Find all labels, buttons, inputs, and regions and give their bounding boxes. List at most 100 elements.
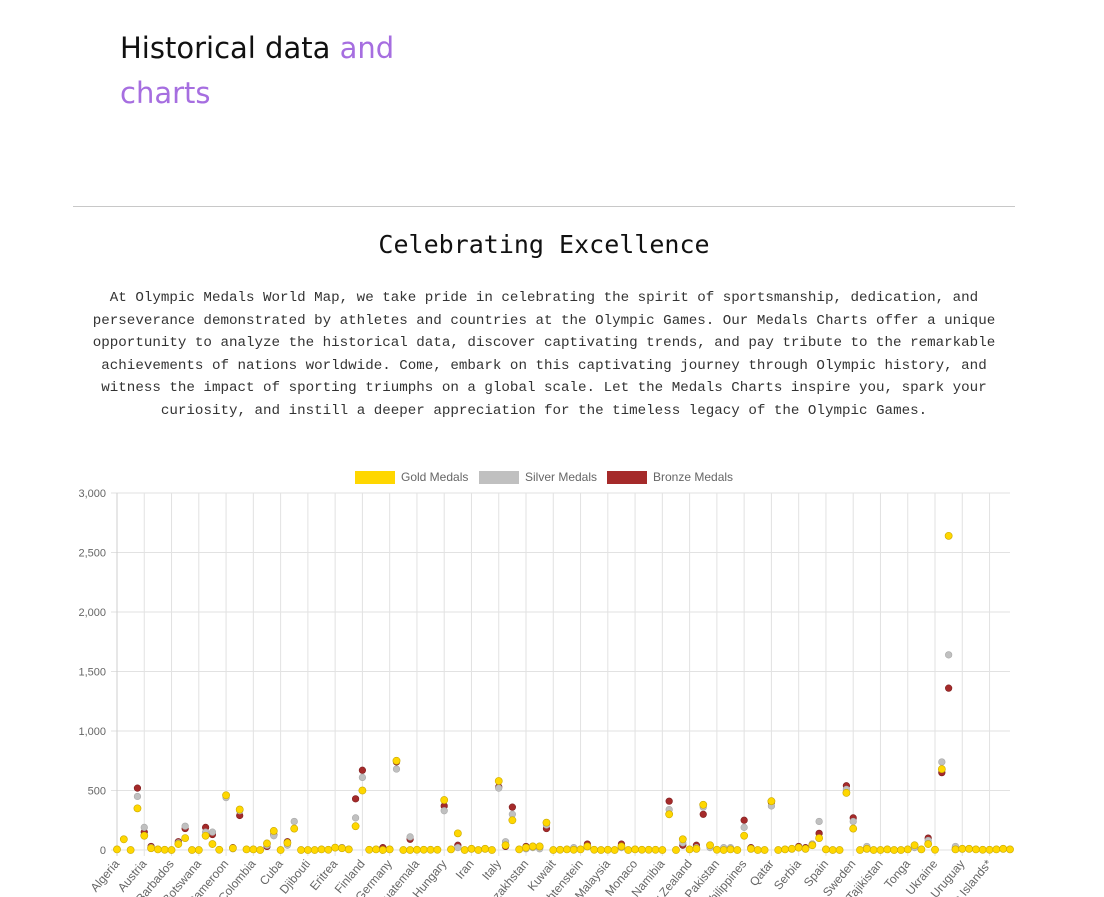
silver-medal-point — [938, 758, 946, 766]
gold-medal-point — [453, 829, 462, 838]
gold-medal-point — [460, 846, 469, 854]
gold-medal-point — [590, 845, 599, 854]
gold-medal-point — [876, 846, 885, 854]
gold-medal-point — [290, 824, 299, 833]
gold-medal-point — [222, 791, 230, 800]
gold-medal-point — [433, 845, 442, 854]
legend-swatch-silver — [479, 471, 519, 484]
gold-medal-point — [235, 805, 244, 814]
gold-medal-point — [303, 846, 312, 854]
gold-medal-point — [849, 824, 858, 833]
legend-swatch-bronze — [607, 471, 647, 484]
bronze-medal-point — [699, 810, 707, 818]
silver-medal-point — [849, 817, 857, 826]
gold-medal-point — [113, 845, 121, 854]
silver-medal-point — [181, 822, 189, 830]
legend-label-bronze: Bronze Medals — [653, 470, 733, 484]
gold-medal-point — [767, 797, 776, 806]
gold-medal-point — [931, 845, 939, 854]
chart-points — [113, 531, 1014, 854]
gold-medal-point — [426, 845, 435, 854]
gold-medal-point — [174, 840, 183, 848]
gold-medal-point — [147, 844, 155, 853]
gold-medal-point — [440, 796, 449, 804]
gold-medal-point — [228, 844, 237, 853]
page-title-accent-and: and — [339, 31, 395, 65]
gold-medal-point — [699, 800, 708, 809]
chart-gridlines — [111, 492, 1010, 856]
gold-medal-point — [324, 845, 333, 854]
gold-medal-point — [508, 816, 517, 825]
gold-medal-point — [822, 845, 830, 854]
gold-medal-point — [385, 845, 394, 854]
gold-medal-point — [910, 841, 919, 850]
silver-medal-point — [440, 807, 448, 815]
silver-medal-point — [208, 828, 217, 836]
gold-medal-point — [201, 831, 210, 840]
y-tick-label: 0 — [100, 845, 106, 857]
gold-medal-point — [726, 845, 735, 854]
gold-medal-point — [351, 822, 360, 831]
gold-medal-point — [610, 846, 619, 854]
gold-medal-point — [617, 842, 626, 851]
gold-medal-point — [760, 846, 769, 854]
gold-medal-point — [542, 818, 551, 827]
gold-medal-point — [358, 786, 367, 795]
gold-medal-point — [140, 831, 149, 840]
gold-medal-point — [801, 844, 810, 853]
gold-medal-point — [733, 846, 742, 854]
gold-medal-point — [481, 844, 490, 853]
gold-medal-point — [583, 842, 592, 851]
gold-medal-point — [338, 844, 346, 853]
legend-label-gold: Gold Medals — [401, 470, 468, 484]
gold-medal-point — [181, 834, 190, 842]
medals-scatter-chart: 05001,0001,5002,0002,5003,000AlgeriaAust… — [78, 470, 1014, 897]
legend-swatch-gold — [355, 471, 395, 484]
gold-medal-point — [842, 788, 851, 797]
gold-medal-point — [747, 844, 755, 853]
gold-medal-point — [978, 845, 987, 854]
gold-medal-point — [331, 843, 340, 852]
silver-medal-point — [454, 844, 462, 852]
gold-medal-point — [576, 845, 585, 854]
gold-medal-point — [740, 831, 749, 840]
gold-medal-point — [392, 756, 401, 765]
section-description: At Olympic Medals World Map, we take pri… — [92, 290, 996, 419]
gold-medal-point — [862, 844, 871, 853]
gold-medal-point — [344, 845, 353, 854]
gold-medal-point — [413, 845, 421, 854]
gold-medal-point — [937, 765, 946, 773]
silver-medal-point — [392, 765, 401, 773]
gold-medal-point — [712, 845, 721, 854]
gold-medal-point — [774, 846, 783, 854]
gold-medal-point — [528, 842, 537, 851]
silver-medal-point — [290, 817, 298, 826]
gold-medal-point — [706, 841, 714, 850]
gold-medal-point — [378, 846, 387, 854]
gold-medal-point — [208, 840, 217, 848]
gold-medal-point — [924, 840, 933, 848]
gold-medal-point — [631, 845, 639, 854]
gold-medal-point — [808, 841, 817, 850]
gold-medal-point — [781, 845, 789, 854]
gold-medal-point — [563, 845, 571, 854]
gold-medal-point — [972, 845, 980, 854]
gold-medal-point — [297, 846, 305, 854]
silver-medal-point — [740, 823, 748, 831]
section-title: Celebrating Excellence — [378, 230, 710, 259]
gold-medal-point — [242, 845, 251, 854]
y-tick-label: 1,000 — [78, 726, 106, 738]
bronze-medal-point — [508, 803, 516, 811]
page-title: Historical data and charts — [120, 26, 440, 116]
gold-medal-point — [276, 846, 285, 854]
gold-medal-point — [883, 845, 892, 854]
gold-medal-point — [597, 846, 605, 854]
gold-medal-point — [194, 846, 203, 854]
gold-medal-point — [828, 846, 837, 854]
gold-medal-point — [283, 838, 292, 847]
gold-medal-point — [126, 846, 135, 854]
gold-medal-point — [215, 845, 224, 854]
chart-axes: 05001,0001,5002,0002,5003,000AlgeriaAust… — [78, 488, 995, 897]
gold-medal-point — [658, 846, 667, 854]
gold-medal-point — [447, 845, 455, 854]
